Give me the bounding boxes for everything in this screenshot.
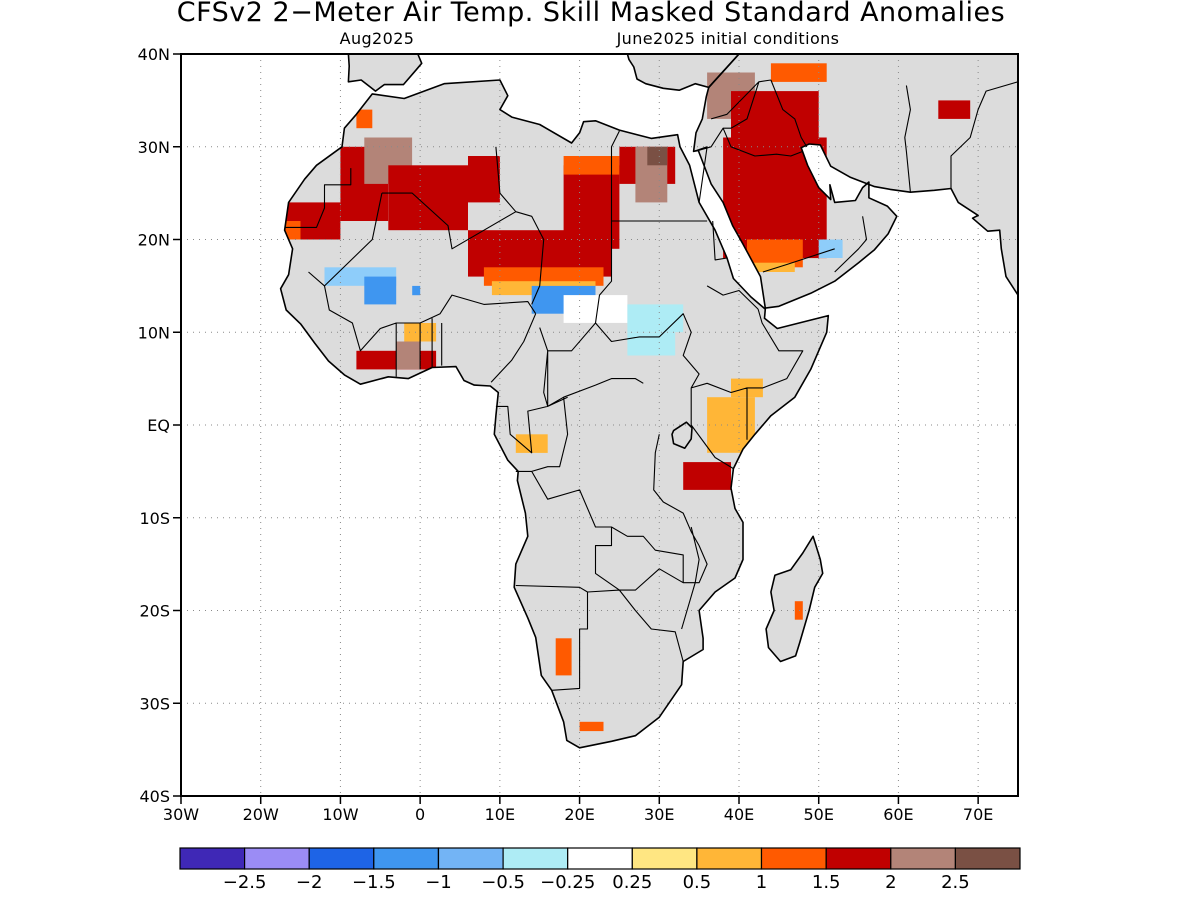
anomaly-patch [468, 156, 500, 203]
anomaly-patch [356, 109, 373, 129]
anomaly-patch [555, 638, 572, 676]
lat-tick-label: 10N [138, 323, 170, 342]
anomaly-layer [284, 63, 971, 732]
forecast-month: Aug2025 [340, 29, 415, 48]
anomaly-patch [647, 146, 668, 166]
europe-land [348, 54, 739, 92]
lake-victoria [671, 421, 693, 449]
colorbar-label: −1.5 [352, 872, 396, 893]
lon-tick-label: 0 [415, 805, 425, 824]
anomaly-patch [627, 304, 684, 333]
anomaly-patch [412, 285, 421, 296]
colorbar-label: 1 [756, 872, 767, 893]
anomaly-patch [683, 462, 731, 490]
lat-tick-label: 30S [139, 694, 170, 713]
africa-coastline [279, 79, 830, 749]
africa-land [280, 80, 829, 748]
lon-tick-label: 20E [564, 805, 594, 824]
lon-tick-label: 40E [724, 805, 754, 824]
anomaly-patch [515, 434, 548, 453]
colorbar-label: −0.25 [540, 872, 595, 893]
colorbar-label: −2 [296, 872, 323, 893]
colorbar-swatch [954, 847, 1021, 870]
lon-tick-label: 50E [803, 805, 833, 824]
colorbar-swatch [890, 847, 956, 870]
lat-tick-label: 40S [139, 787, 170, 806]
colorbar-swatch [696, 847, 763, 870]
colorbar-swatch [244, 847, 310, 870]
madagascar-coastline [765, 535, 824, 663]
colorbar-label: −1 [425, 872, 452, 893]
anomaly-patch [938, 100, 971, 119]
map-title: CFSv2 2−Meter Air Temp. Skill Masked Sta… [177, 0, 1005, 28]
lat-tick-label: 20S [139, 602, 170, 621]
colorbar-swatch [179, 847, 246, 870]
lat-tick-label: EQ [147, 416, 170, 435]
anomaly-patch [388, 165, 468, 231]
colorbar-swatch [825, 847, 892, 870]
lon-tick-label: 20W [243, 805, 279, 824]
europe-coastline [347, 54, 740, 92]
colorbar-swatch [437, 847, 504, 870]
coastlines [279, 54, 1018, 749]
colorbar-label: −0.5 [481, 872, 525, 893]
lon-tick-label: 10W [322, 805, 358, 824]
colorbar-label: 0.5 [683, 872, 712, 893]
lat-tick-label: 30N [138, 138, 170, 157]
latitude-axis: 40N 30N 20N 10N EQ 10S 20S 30S 40S [138, 45, 181, 806]
country-borders [284, 79, 1018, 691]
colorbar-label: 2.5 [941, 872, 970, 893]
lon-tick-label: 70E [963, 805, 993, 824]
map-area [181, 54, 1018, 796]
colorbar-label: 1.5 [812, 872, 841, 893]
anomaly-patch [818, 239, 843, 258]
anomaly-patch [563, 156, 620, 175]
anomaly-patch [770, 63, 827, 82]
colorbar-legend: −2.5 −2 −1.5 −1 −0.5 −0.25 0.25 0.5 1 1.5 2 2.5 [179, 847, 1021, 893]
anomaly-patch [483, 267, 604, 286]
anomaly-patch [579, 721, 604, 732]
anomaly-patch [364, 276, 397, 305]
colorbar-swatch [308, 847, 375, 870]
lon-tick-label: 10E [485, 805, 515, 824]
colorbar-label: 0.25 [612, 872, 652, 893]
country-borders-lines [284, 79, 1018, 691]
anomaly-patch [396, 341, 421, 370]
anomaly-patch [563, 295, 628, 323]
lat-tick-label: 20N [138, 231, 170, 250]
anomaly-patch [627, 332, 676, 356]
initial-conditions: June2025 initial conditions [616, 29, 840, 48]
colorbar-swatch [631, 847, 698, 870]
colorbar-swatch [502, 847, 569, 870]
anomaly-patch [284, 221, 301, 240]
madagascar-land [766, 536, 823, 662]
anomaly-patch [563, 165, 620, 249]
anomaly-patch [794, 601, 803, 620]
anomaly-patch [747, 262, 795, 272]
lat-tick-label: 40N [138, 45, 170, 64]
colorbar-label: −2.5 [223, 872, 267, 893]
lon-tick-label: 60E [883, 805, 913, 824]
anomaly-patch [731, 91, 819, 147]
lat-tick-label: 10S [139, 509, 170, 528]
longitude-axis: 30W 20W 10W 0 10E 20E 30E 40E 50E 60E 70E [163, 796, 993, 824]
colorbar-swatch [567, 847, 633, 870]
lon-tick-label: 30E [644, 805, 674, 824]
lon-tick-label: 30W [163, 805, 199, 824]
arabia-coastline [692, 54, 1018, 309]
colorbar-swatch [760, 847, 827, 870]
colorbar-label: 2 [885, 872, 896, 893]
colorbar-swatch [373, 847, 439, 870]
